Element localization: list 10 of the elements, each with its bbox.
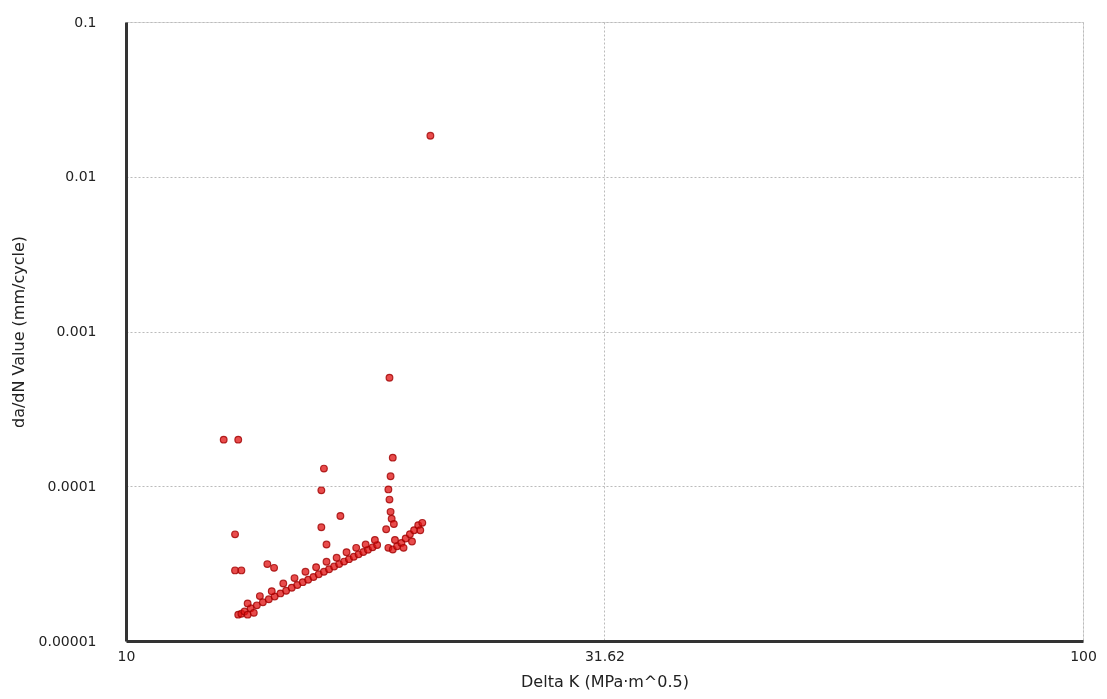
y-tick-label: 0.01 [65, 168, 97, 185]
y-axis-title: da/dN Value (mm/cycle) [8, 236, 28, 428]
y-tick-label: 0.0001 [47, 477, 97, 494]
y-tick-label: 0.00001 [38, 632, 97, 649]
x-tick-label: 100 [1070, 647, 1097, 664]
y-tick-label: 0.1 [74, 13, 97, 30]
x-tick-label: 31.62 [584, 647, 626, 664]
x-axis-title: Delta K (MPa·m^0.5) [521, 671, 689, 691]
x-tick-label: 10 [117, 647, 136, 664]
y-tick-label: 0.001 [56, 323, 97, 339]
